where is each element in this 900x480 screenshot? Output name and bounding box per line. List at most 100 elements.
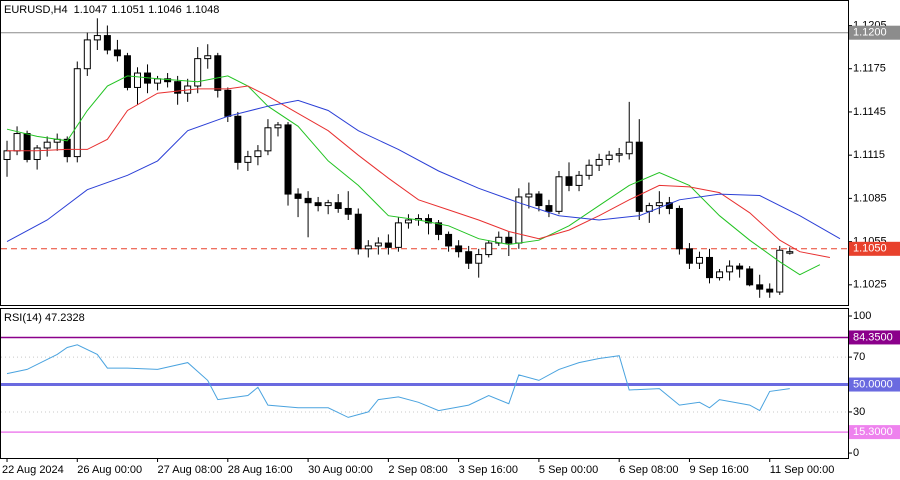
candle-body bbox=[404, 219, 412, 224]
x-tick-label: 27 Aug 08:00 bbox=[158, 464, 223, 476]
y-tick-label: 0 bbox=[853, 447, 859, 459]
candle-body bbox=[625, 141, 633, 155]
candle-body bbox=[63, 138, 71, 158]
candle-body bbox=[174, 81, 182, 94]
candle-body bbox=[224, 89, 232, 117]
candle-body bbox=[726, 265, 734, 273]
candle-body bbox=[535, 193, 543, 207]
candle-body bbox=[234, 115, 242, 163]
x-tick-label: 26 Aug 00:00 bbox=[77, 464, 142, 476]
level-label-box bbox=[849, 25, 900, 40]
header-high: 1.1051 bbox=[111, 4, 145, 16]
x-tick-label: 3 Sep 16:00 bbox=[459, 464, 518, 476]
candle-body bbox=[214, 55, 222, 91]
y-tick-label: 1.1085 bbox=[853, 192, 887, 204]
candle-body bbox=[364, 245, 372, 250]
candle-body bbox=[746, 268, 754, 286]
y-tick-label: 100 bbox=[853, 310, 871, 322]
y-tick-label: 1.1115 bbox=[853, 149, 885, 161]
level-label: 1.1050 bbox=[853, 243, 887, 255]
x-tick-label: 5 Sep 00:00 bbox=[539, 464, 598, 476]
x-tick-label: 6 Sep 08:00 bbox=[619, 464, 678, 476]
indicator-line bbox=[7, 85, 830, 258]
candle-body bbox=[425, 218, 433, 224]
x-tick-label: 2 Sep 08:00 bbox=[388, 464, 447, 476]
candle-body bbox=[605, 154, 613, 160]
symbol-title: EURUSD,H4 bbox=[4, 4, 68, 16]
candle-body bbox=[244, 156, 252, 163]
candle-body bbox=[786, 251, 794, 254]
x-tick-label: 11 Sep 00:00 bbox=[770, 464, 835, 476]
candle-body bbox=[164, 78, 172, 83]
main-header: EURUSD,H4 1.1047 1.1051 1.1046 1.1048 bbox=[4, 4, 219, 16]
y-tick-label: 70 bbox=[853, 351, 865, 363]
candle-body bbox=[274, 124, 282, 129]
candle-body bbox=[324, 202, 332, 207]
candle-body bbox=[585, 164, 593, 176]
candle-body bbox=[314, 202, 322, 207]
header-close: 1.1048 bbox=[186, 4, 220, 16]
level-label-box bbox=[849, 330, 900, 345]
candle-body bbox=[304, 197, 312, 204]
candle-body bbox=[665, 202, 673, 209]
x-tick-label: 30 Aug 00:00 bbox=[308, 464, 373, 476]
candle-body bbox=[113, 49, 121, 57]
candle-body bbox=[435, 222, 443, 235]
candle-body bbox=[133, 72, 141, 88]
candle-body bbox=[334, 202, 342, 209]
y-tick-label: 1.1175 bbox=[853, 63, 886, 75]
candle-body bbox=[23, 133, 31, 160]
candle-body bbox=[83, 39, 91, 70]
level-label: 15.3000 bbox=[853, 426, 893, 438]
candle-body bbox=[565, 176, 573, 186]
level-label-box bbox=[849, 377, 900, 392]
rsi-title: RSI(14) 47.2328 bbox=[4, 312, 85, 324]
candle-body bbox=[294, 193, 302, 199]
level-label-box bbox=[849, 425, 900, 440]
candle-body bbox=[33, 147, 41, 160]
candle-body bbox=[635, 141, 643, 212]
candle-body bbox=[43, 141, 51, 149]
candle-body bbox=[465, 251, 473, 264]
candle-body bbox=[374, 242, 382, 247]
y-tick-label: 1.1025 bbox=[853, 279, 887, 291]
candle-body bbox=[555, 176, 563, 212]
header-low: 1.1046 bbox=[148, 4, 182, 16]
candle-body bbox=[284, 124, 292, 195]
candle-body bbox=[615, 153, 623, 156]
candle-body bbox=[766, 288, 774, 293]
header-open: 1.1047 bbox=[74, 4, 108, 16]
level-label: 1.1200 bbox=[853, 27, 887, 39]
candle-body bbox=[545, 205, 553, 212]
level-label: 50.0000 bbox=[853, 378, 893, 390]
candle-body bbox=[123, 55, 131, 88]
x-tick-label: 28 Aug 16:00 bbox=[228, 464, 293, 476]
level-label: 84.3500 bbox=[853, 331, 893, 343]
candle-body bbox=[776, 249, 784, 293]
candle-body bbox=[194, 58, 202, 87]
rsi-panel-frame bbox=[0, 308, 849, 459]
chart-layer: 1.12051.11751.11451.11151.10851.10551.10… bbox=[1, 18, 900, 476]
candle-body bbox=[505, 236, 513, 244]
main-panel-frame bbox=[0, 0, 849, 306]
candle-body bbox=[455, 245, 463, 253]
indicator-line bbox=[6, 75, 821, 276]
indicator-line bbox=[6, 344, 790, 418]
candle-body bbox=[93, 35, 101, 41]
x-tick-label: 22 Aug 2024 bbox=[2, 464, 64, 476]
candle-body bbox=[736, 265, 744, 270]
candle-body bbox=[475, 254, 483, 264]
candle-body bbox=[254, 150, 262, 158]
candle-body bbox=[695, 256, 703, 264]
candle-body bbox=[525, 193, 533, 198]
candle-body bbox=[685, 248, 693, 264]
candle-body bbox=[13, 133, 21, 152]
candle-body bbox=[716, 271, 724, 279]
candle-body bbox=[384, 242, 392, 248]
candle-body bbox=[485, 242, 493, 256]
indicator-line bbox=[6, 99, 841, 243]
candle-body bbox=[675, 207, 683, 250]
candle-body bbox=[706, 256, 714, 279]
